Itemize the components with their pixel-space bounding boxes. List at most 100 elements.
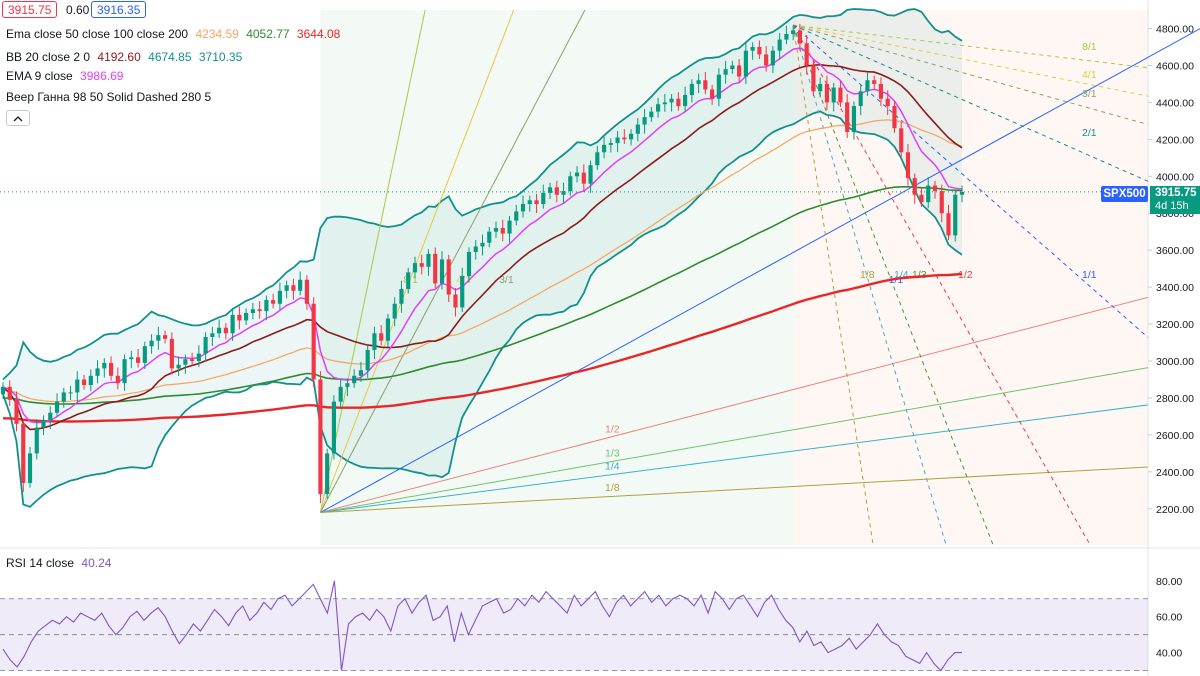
- legend-bb[interactable]: BB 20 close 2 0 4192.60 4674.85 3710.35: [6, 49, 246, 65]
- candle-body: [757, 46, 762, 55]
- candle-body: [797, 30, 802, 44]
- price-tick-label: 2600.00: [1156, 430, 1194, 442]
- candle-body: [223, 327, 228, 334]
- candle-body: [466, 252, 472, 277]
- candle-body: [487, 231, 492, 243]
- candle-body: [284, 285, 289, 291]
- legend-ema9-label: EMA 9 close: [6, 69, 73, 83]
- candle-body: [541, 192, 546, 204]
- gann-lower-label: 1/3: [605, 448, 620, 460]
- candle-body: [662, 102, 667, 105]
- candle-body: [493, 228, 499, 232]
- candle-body: [953, 194, 958, 236]
- legend-bb-basis-value: 4192.60: [97, 50, 141, 64]
- candle-body: [649, 111, 654, 118]
- legend-ema50-value: 4234.59: [195, 27, 239, 41]
- bb-fill: [3, 9, 962, 507]
- candle-body: [68, 392, 73, 394]
- gann-upper-ray: [792, 24, 1149, 182]
- bid-price-button[interactable]: 3915.75: [2, 1, 58, 18]
- legend-ema[interactable]: Ema close 50 close 100 close 200 4234.59…: [6, 26, 344, 42]
- candle-body: [169, 338, 174, 369]
- candle-body: [581, 172, 586, 184]
- candle-body: [723, 69, 728, 75]
- candle-body: [473, 246, 478, 253]
- candle-body: [818, 83, 823, 92]
- candle-body: [345, 383, 350, 387]
- candle-body: [298, 279, 303, 291]
- candle-body: [730, 65, 735, 70]
- candle-body: [811, 65, 816, 92]
- candle-body: [642, 117, 647, 125]
- candle-body: [683, 95, 688, 107]
- candle-body: [703, 80, 708, 90]
- candle-body: [115, 375, 120, 384]
- candle-body: [878, 83, 884, 99]
- candle-body: [433, 253, 438, 284]
- gann-lower-ray: [319, 9, 515, 513]
- candle-body: [102, 362, 107, 369]
- ema50-line: [2, 119, 963, 403]
- candle-body: [507, 220, 512, 234]
- candle-body: [885, 98, 890, 107]
- candle-body: [81, 379, 87, 386]
- bb-basis-line: [2, 63, 963, 431]
- candle-body: [480, 242, 485, 247]
- gann-upper-label: 4/1: [1082, 69, 1097, 81]
- gann-upper-label: 1/1: [1082, 269, 1097, 281]
- candle-body: [669, 98, 674, 103]
- candle-body: [568, 176, 573, 192]
- gann-lower-ray: [319, 9, 586, 513]
- rsi-tick-label: 40.00: [1156, 648, 1182, 660]
- candle-body: [426, 253, 431, 267]
- candle-body: [939, 191, 944, 214]
- price-axis[interactable]: 4800.004600.004400.004200.004000.003800.…: [1148, 24, 1194, 516]
- gann-upper-label: 2/1: [1082, 127, 1097, 139]
- gann-upper-ray: [792, 24, 1091, 546]
- gann-fan: 8/14/13/11/11/21/31/41/88/14/13/12/11/11…: [319, 9, 1200, 546]
- symbol-price-tag[interactable]: SPX500: [1101, 186, 1148, 202]
- candle-body: [926, 185, 931, 203]
- candle-body: [27, 453, 33, 483]
- candle-body: [872, 80, 877, 84]
- ask-price-button[interactable]: 3916.35: [91, 1, 147, 18]
- legend-rsi[interactable]: RSI 14 close 40.24: [6, 555, 115, 571]
- legend-ema100-value: 4052.77: [246, 27, 290, 41]
- candle-body: [14, 399, 19, 424]
- rsi-pane[interactable]: 80.00 60.00 40.00: [0, 576, 1182, 672]
- candle-body: [608, 143, 613, 145]
- candle-body: [595, 152, 600, 166]
- gann-upper-ray: [792, 25, 947, 546]
- legend-bb-label: BB 20 close 2 0: [6, 50, 91, 64]
- candle-body: [304, 279, 309, 304]
- candle-body: [196, 353, 201, 362]
- candle-body: [959, 191, 965, 195]
- candle-body: [439, 259, 445, 284]
- gann-upper-ray: [793, 24, 1149, 126]
- candle-body: [554, 187, 559, 195]
- candle-body: [291, 285, 296, 291]
- candle-body: [108, 362, 114, 376]
- legend-gann-fan[interactable]: Веер Ганна 98 50 Solid Dashed 280 5: [6, 89, 215, 105]
- candlestick-series[interactable]: [0, 23, 965, 504]
- collapse-legend-button[interactable]: [6, 110, 30, 126]
- candle-body: [764, 54, 769, 66]
- candle-body: [622, 137, 627, 140]
- candle-body: [588, 165, 593, 184]
- candle-body: [946, 213, 951, 236]
- candle-body: [547, 187, 553, 193]
- candle-body: [142, 346, 147, 363]
- price-tick-label: 4000.00: [1156, 171, 1194, 183]
- legend-ema9[interactable]: EMA 9 close 3986.69: [6, 68, 127, 84]
- candle-body: [635, 124, 640, 134]
- price-tick-label: 2200.00: [1156, 504, 1194, 516]
- candle-body: [257, 309, 262, 312]
- candle-body: [601, 144, 607, 153]
- price-tick-label: 3400.00: [1156, 282, 1194, 294]
- candle-body: [615, 137, 620, 144]
- candle-body: [791, 30, 796, 35]
- price-tick-label: 3000.00: [1156, 356, 1194, 368]
- price-tick-label: 2400.00: [1156, 467, 1194, 479]
- gann-lower-label: 1/4: [605, 461, 620, 473]
